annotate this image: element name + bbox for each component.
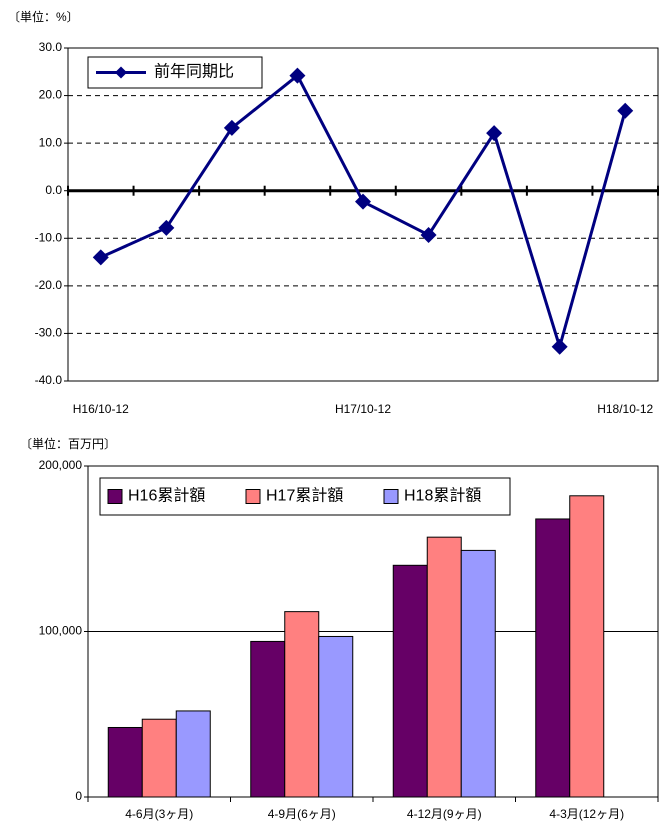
x-tick-label: 4-3月(12ヶ月) [549,807,624,821]
x-tick-label: 4-9月(6ヶ月) [268,807,336,821]
y-tick-label: 0.0 [45,183,62,197]
marker [617,102,634,119]
marker [551,338,568,355]
legend-label: H17累計額 [266,487,343,505]
bar [569,495,605,798]
marker [289,67,306,84]
bar [318,635,354,798]
bar [460,549,496,798]
legend-label: H16累計額 [128,487,205,505]
x-tick-label: H17/10-12 [335,402,391,416]
bar [392,564,428,798]
bar [426,536,462,798]
marker [223,119,240,136]
marker [486,125,503,142]
x-tick-label: 4-12月(9ヶ月) [407,807,482,821]
y-tick-label: -40.0 [35,373,63,387]
bar [175,710,211,798]
legend-swatch [107,489,123,504]
y-tick-label: 0 [75,789,82,803]
legend-swatch [245,489,261,504]
marker [355,193,371,210]
y-tick-label: 100,000 [39,624,83,638]
marker [158,219,175,236]
bar [141,718,177,798]
unit-label: 〔単位：百万円〕 [20,436,116,451]
plot-area [67,47,659,382]
bar [250,640,286,798]
y-tick-label: -30.0 [35,326,63,340]
y-tick-label: 200,000 [39,458,83,472]
legend-label: 前年同期比 [154,63,234,81]
marker [92,249,109,266]
y-tick-label: 20.0 [39,88,63,102]
x-tick-label: 4-6月(3ヶ月) [125,807,193,821]
y-tick-label: 30.0 [39,40,63,54]
legend-marker [115,66,127,79]
y-tick-label: -20.0 [35,278,63,292]
y-tick-label: -10.0 [35,230,63,244]
x-tick-label: H18/10-12 [597,402,653,416]
marker [420,226,437,243]
legend-swatch [383,489,399,504]
legend-label: H18累計額 [404,487,481,505]
unit-label: 〔単位：%〕 [8,9,79,24]
y-tick-label: 10.0 [39,135,63,149]
x-tick-label: H16/10-12 [73,402,129,416]
bar [284,611,320,798]
bar [107,726,143,798]
bar [535,518,571,798]
legend-box [99,477,511,516]
